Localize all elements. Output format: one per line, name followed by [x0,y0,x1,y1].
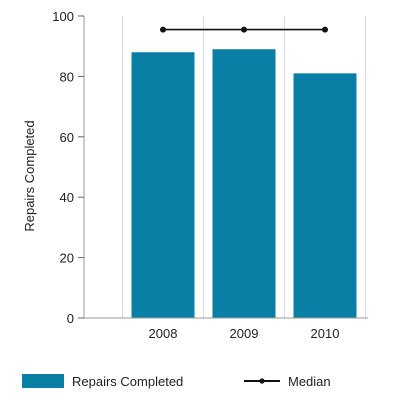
axes: 0 20 40 60 80 100 2008 2009 2010 [52,9,368,341]
median-point [241,26,247,33]
legend-label-repairs: Repairs Completed [72,374,183,389]
legend-marker-median [259,378,265,384]
x-tick-label: 2010 [311,326,340,341]
y-tick-label: 80 [60,69,74,84]
y-tick-label: 60 [60,130,74,145]
x-tick-label: 2009 [230,326,259,341]
x-tick-label: 2008 [149,326,178,341]
median-point [322,26,328,33]
grid-lines [122,16,366,318]
y-tick-label: 20 [60,251,74,266]
y-tick-label: 0 [67,311,74,326]
legend: Repairs Completed Median [22,374,331,389]
bar-2008 [131,52,195,319]
legend-swatch-repairs [22,374,64,388]
y-axis-title: Repairs Completed [22,120,37,231]
median-series [160,26,328,33]
median-point [160,26,166,33]
bar-2009 [212,49,276,318]
legend-label-median: Median [288,374,331,389]
bar-2010 [293,73,357,318]
y-tick-label: 100 [52,9,74,24]
y-tick-label: 40 [60,190,74,205]
bars [131,49,357,319]
